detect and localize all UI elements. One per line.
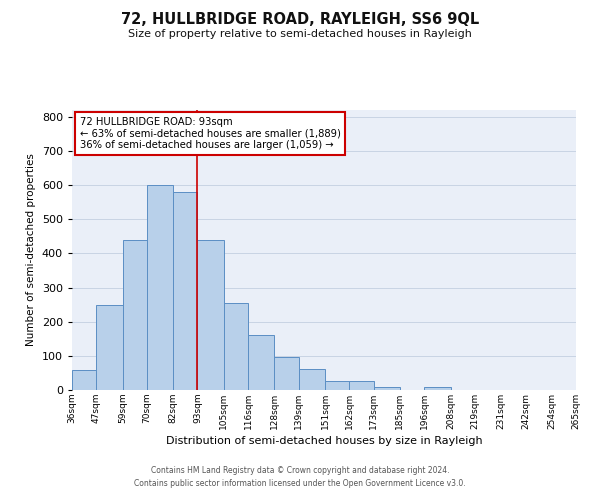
Bar <box>96 304 122 390</box>
Y-axis label: Number of semi-detached properties: Number of semi-detached properties <box>26 154 36 346</box>
Bar <box>197 240 224 390</box>
Text: 72, HULLBRIDGE ROAD, RAYLEIGH, SS6 9QL: 72, HULLBRIDGE ROAD, RAYLEIGH, SS6 9QL <box>121 12 479 28</box>
X-axis label: Distribution of semi-detached houses by size in Rayleigh: Distribution of semi-detached houses by … <box>166 436 482 446</box>
Bar <box>147 185 173 390</box>
Bar <box>349 381 374 390</box>
Bar <box>299 369 325 390</box>
Bar <box>325 382 349 390</box>
Text: 72 HULLBRIDGE ROAD: 93sqm
← 63% of semi-detached houses are smaller (1,889)
36% : 72 HULLBRIDGE ROAD: 93sqm ← 63% of semi-… <box>80 117 340 150</box>
Bar <box>122 240 147 390</box>
Text: Size of property relative to semi-detached houses in Rayleigh: Size of property relative to semi-detach… <box>128 29 472 39</box>
Bar <box>248 336 274 390</box>
Bar <box>424 388 451 390</box>
Text: Contains HM Land Registry data © Crown copyright and database right 2024.
Contai: Contains HM Land Registry data © Crown c… <box>134 466 466 487</box>
Bar <box>173 192 197 390</box>
Bar <box>224 303 248 390</box>
Bar <box>72 370 96 390</box>
Bar <box>374 386 400 390</box>
Bar <box>274 357 299 390</box>
